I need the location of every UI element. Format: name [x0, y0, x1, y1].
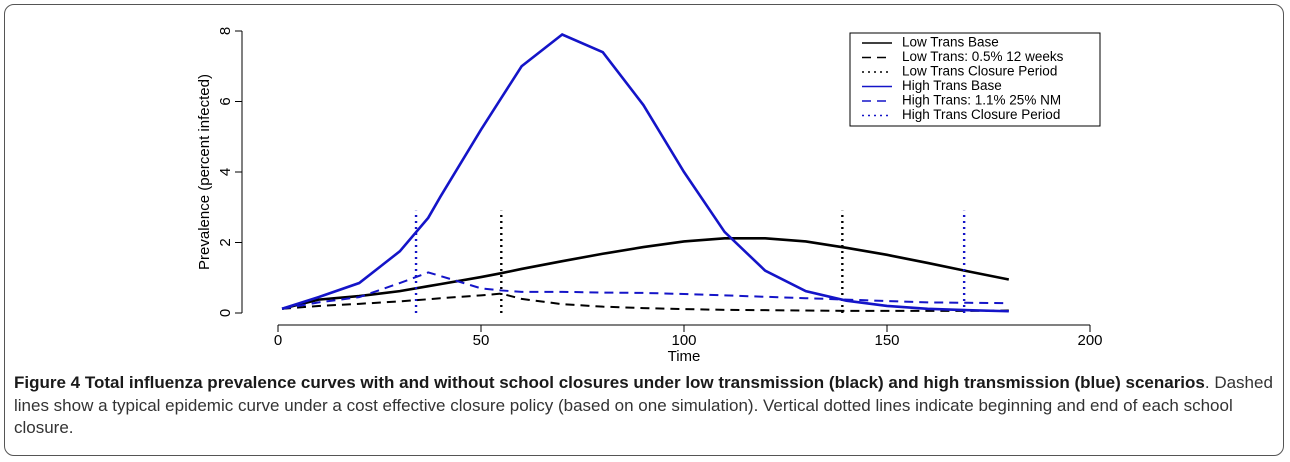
x-tick-label: 150: [874, 332, 899, 349]
x-axis-label: Time: [668, 348, 701, 365]
series-line: [281, 271, 1009, 310]
chart: Time Prevalence (percent infected) 0 50 10…: [196, 27, 1103, 365]
series-line: [281, 33, 1009, 313]
y-tick-label: 2: [217, 238, 234, 246]
y-axis-label: Prevalence (percent infected): [196, 74, 213, 270]
x-tick-label: 200: [1077, 332, 1102, 349]
figure-frame: [4, 4, 1284, 456]
y-tick-label: 0: [217, 309, 234, 317]
y-tick-label: 6: [217, 97, 234, 105]
x-tick-label: 50: [473, 332, 490, 349]
series-line: [281, 236, 1010, 311]
series-line: [281, 292, 1009, 312]
legend-label: Low Trans Closure Period: [902, 64, 1057, 79]
caption: Figure 4 Total influenza prevalence curv…: [14, 372, 1276, 440]
y-tick-label: 8: [217, 27, 234, 35]
y-tick-label: 4: [217, 168, 234, 176]
legend-box: [849, 32, 1101, 127]
x-tick-label: 0: [274, 332, 282, 349]
legend-label: High Trans: 1.1% 25% NM: [902, 93, 1061, 108]
legend-label: Low Trans Base: [902, 35, 999, 50]
caption-bold: Figure 4 Total influenza prevalence curv…: [14, 373, 1205, 392]
legend-label: High Trans Base: [902, 78, 1002, 93]
x-tick-label: 100: [671, 332, 696, 349]
legend-label: High Trans Closure Period: [902, 107, 1060, 122]
legend-label: Low Trans: 0.5% 12 weeks: [902, 49, 1064, 64]
caption-text: . Dashed lines show a typical epidemic c…: [14, 373, 1273, 437]
